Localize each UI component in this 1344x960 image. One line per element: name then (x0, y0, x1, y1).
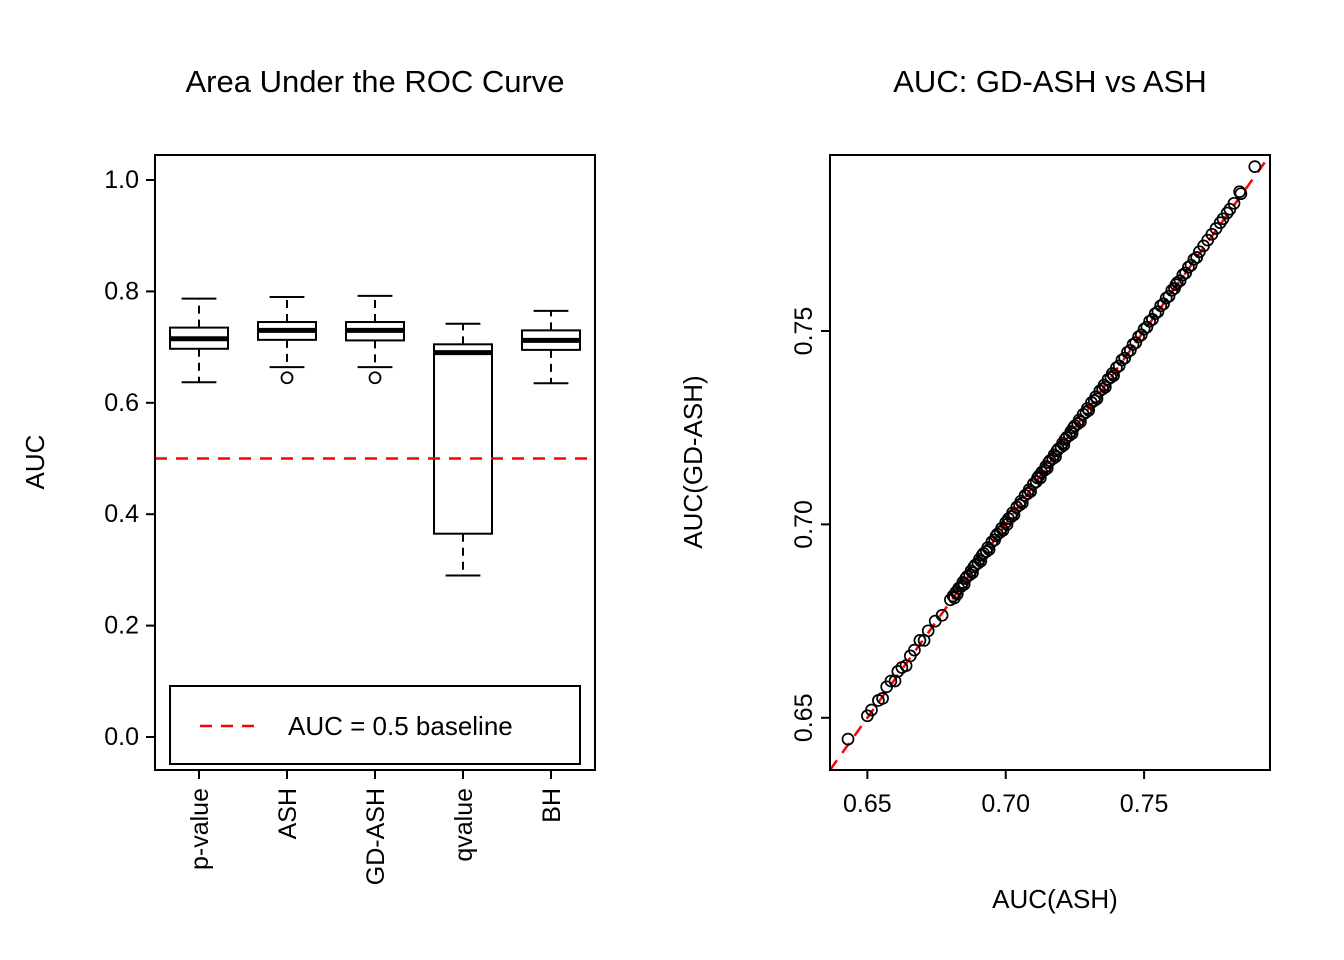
data-point (1227, 196, 1241, 210)
x-axis-tick-label: 0.65 (843, 790, 892, 818)
data-point (921, 624, 935, 638)
outlier-point (280, 371, 294, 385)
data-point (1057, 438, 1071, 452)
data-point (982, 543, 996, 556)
data-point (974, 554, 988, 568)
y-axis-tick-label: 0.70 (790, 500, 818, 549)
boxplot-title: Area Under the ROC Curve (185, 64, 564, 99)
data-point (1007, 508, 1021, 522)
legend-box (169, 685, 581, 765)
data-point (966, 566, 979, 580)
data-point (1040, 461, 1054, 475)
data-point (1024, 485, 1037, 498)
data-point (891, 665, 905, 678)
legend-label: AUC = 0.5 baseline (288, 711, 513, 741)
data-point (1049, 450, 1062, 464)
y-axis-tick-label: 0.4 (104, 500, 139, 528)
box (433, 343, 493, 535)
data-point (1098, 380, 1112, 394)
data-point (908, 643, 921, 657)
data-point (950, 587, 964, 601)
y-axis-tick-label: 0.8 (104, 277, 139, 305)
x-axis-tick-label: qvalue (450, 788, 478, 862)
data-point (876, 692, 889, 705)
scatter-panel: AUC: GD-ASH vs ASH AUC(GD-ASH) AUC(ASH) … (678, 64, 1272, 914)
y-axis-tick-label: 0.2 (104, 612, 139, 640)
x-axis-tick-label: p-value (186, 788, 214, 870)
scatter-frame (829, 154, 1271, 771)
data-point (1015, 496, 1029, 510)
data-point (1074, 415, 1087, 429)
data-point (1082, 403, 1096, 417)
data-point (1169, 278, 1183, 291)
x-axis-tick-label: BH (538, 788, 566, 823)
data-point (1090, 392, 1104, 406)
data-point (1107, 369, 1120, 382)
y-axis-tick-label: 0.65 (790, 693, 818, 742)
data-point (884, 674, 898, 688)
scatter-title: AUC: GD-ASH vs ASH (893, 64, 1207, 99)
y-axis-tick-label: 1.0 (104, 166, 139, 194)
y-axis-tick-label: 0.0 (104, 723, 139, 751)
data-point (1233, 185, 1246, 199)
data-point (1248, 160, 1262, 173)
x-axis-tick-label: GD-ASH (362, 788, 390, 885)
data-point (865, 703, 878, 717)
x-axis-tick-label: ASH (274, 788, 302, 839)
baseline-legend: AUC = 0.5 baseline (169, 685, 581, 765)
scatter-ylabel: AUC(GD-ASH) (678, 375, 708, 548)
data-point (1065, 427, 1079, 440)
boxplot-frame (154, 154, 596, 771)
y-axis-tick-label: 0.75 (790, 307, 818, 356)
data-point (935, 608, 949, 622)
scatter-content: 0.65 0.70 0.75 0.65 0.70 0.75 (790, 154, 1272, 818)
data-point (957, 577, 971, 591)
x-axis-tick-label: 0.70 (981, 790, 1030, 818)
data-point (1234, 187, 1248, 201)
scatter-xlabel: AUC(ASH) (992, 884, 1118, 914)
boxplot-ylabel: AUC (20, 435, 50, 490)
data-point (841, 732, 855, 746)
x-axis-tick-label: 0.75 (1120, 790, 1169, 818)
boxplot-panel: Area Under the ROC Curve AUC 0.00.20.40.… (20, 64, 596, 885)
boxplot-content: 0.0 0.2 0.4 0.6 0.8 1.0 p-value ASH GD-ASH qvalue… (104, 166, 595, 885)
outlier-point (368, 371, 382, 385)
y-axis-tick-label: 0.6 (104, 389, 139, 417)
data-point (1190, 251, 1204, 264)
data-point (913, 634, 927, 647)
